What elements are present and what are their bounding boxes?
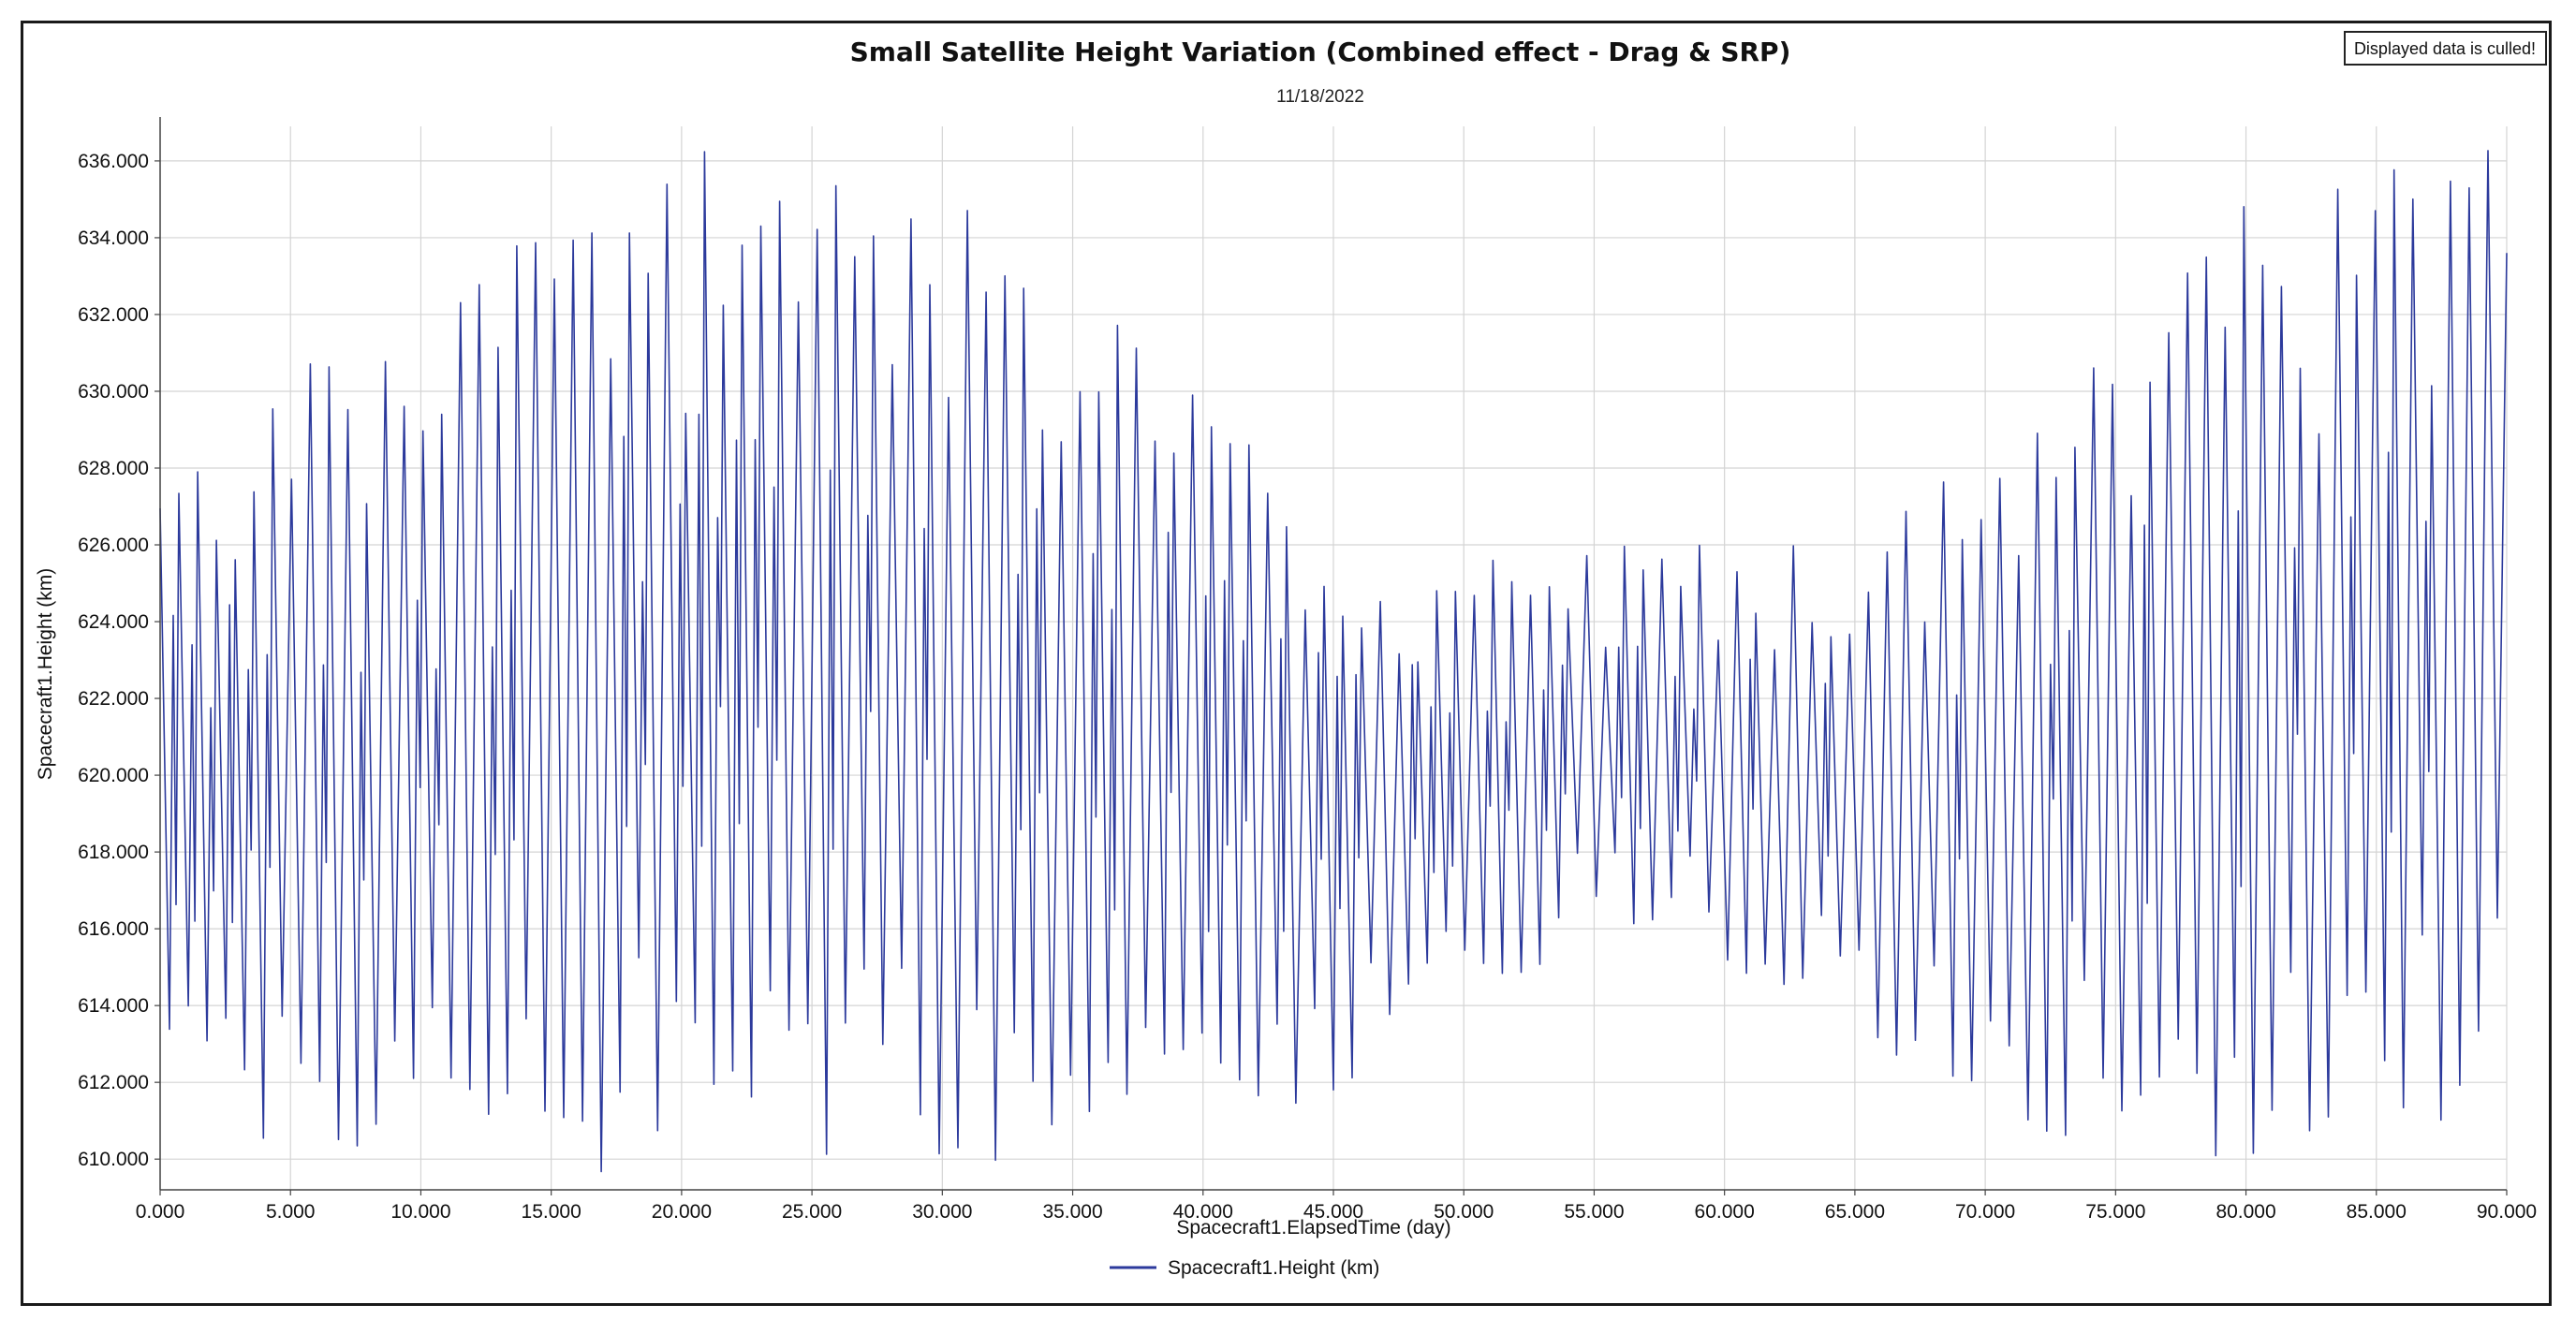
x-tick-labels: 0.000 5.000 10.000 15.000 20.000 25.000 30.000… (136, 1190, 2537, 1223)
x-tick-label: 25.000 (782, 1201, 842, 1223)
y-tick-label: 610.000 (78, 1149, 149, 1170)
x-tick-label: 0.000 (136, 1201, 185, 1223)
chart-title: Small Satellite Height Variation (Combin… (850, 37, 1791, 67)
chart-subtitle: 11/18/2022 (1276, 87, 1364, 107)
culled-badge-text: Displayed data is culled! (2354, 39, 2536, 58)
y-tick-label: 634.000 (78, 227, 149, 249)
y-tick-label: 630.000 (78, 381, 149, 403)
chart-frame: Small Satellite Height Variation (Combin… (21, 21, 2552, 1306)
legend: Spacecraft1.Height (km) (1110, 1257, 1379, 1279)
series-lines (159, 150, 2508, 1173)
y-tick-label: 618.000 (78, 842, 149, 863)
x-tick-label: 85.000 (2347, 1201, 2407, 1223)
x-tick-label: 45.000 (1303, 1201, 1363, 1223)
x-tick-label: 35.000 (1042, 1201, 1102, 1223)
x-tick-label: 60.000 (1695, 1201, 1755, 1223)
x-tick-label: 75.000 (2085, 1201, 2145, 1223)
y-axis-label: Spacecraft1.Height (km) (35, 568, 56, 780)
x-tick-label: 65.000 (1825, 1201, 1885, 1223)
x-tick-label: 5.000 (266, 1201, 316, 1223)
y-tick-label: 614.000 (78, 995, 149, 1017)
y-tick-label: 616.000 (78, 918, 149, 940)
x-tick-label: 80.000 (2215, 1201, 2275, 1223)
y-tick-label: 636.000 (78, 151, 149, 172)
y-tick-label: 626.000 (78, 535, 149, 556)
y-tick-labels: 610.000 612.000 614.000 616.000 618.000 620.0… (78, 151, 160, 1170)
y-tick-label: 628.000 (78, 458, 149, 479)
x-tick-label: 30.000 (912, 1201, 972, 1223)
x-tick-label: 10.000 (390, 1201, 450, 1223)
y-tick-label: 612.000 (78, 1072, 149, 1093)
x-tick-label: 40.000 (1173, 1201, 1233, 1223)
x-axis-label: Spacecraft1.ElapsedTime (day) (1176, 1217, 1450, 1239)
chart-svg: Small Satellite Height Variation (Combin… (35, 31, 2547, 1279)
y-tick-label: 624.000 (78, 611, 149, 633)
x-tick-label: 90.000 (2477, 1201, 2537, 1223)
series-line-height (159, 150, 2508, 1173)
x-tick-label: 20.000 (652, 1201, 712, 1223)
y-tick-label: 620.000 (78, 765, 149, 786)
culled-badge: Displayed data is culled! (2344, 31, 2547, 66)
x-tick-label: 15.000 (522, 1201, 581, 1223)
x-tick-label: 55.000 (1564, 1201, 1624, 1223)
y-tick-label: 632.000 (78, 304, 149, 326)
y-tick-label: 622.000 (78, 688, 149, 710)
x-tick-label: 70.000 (1955, 1201, 2015, 1223)
legend-label: Spacecraft1.Height (km) (1168, 1257, 1379, 1279)
x-tick-label: 50.000 (1434, 1201, 1494, 1223)
